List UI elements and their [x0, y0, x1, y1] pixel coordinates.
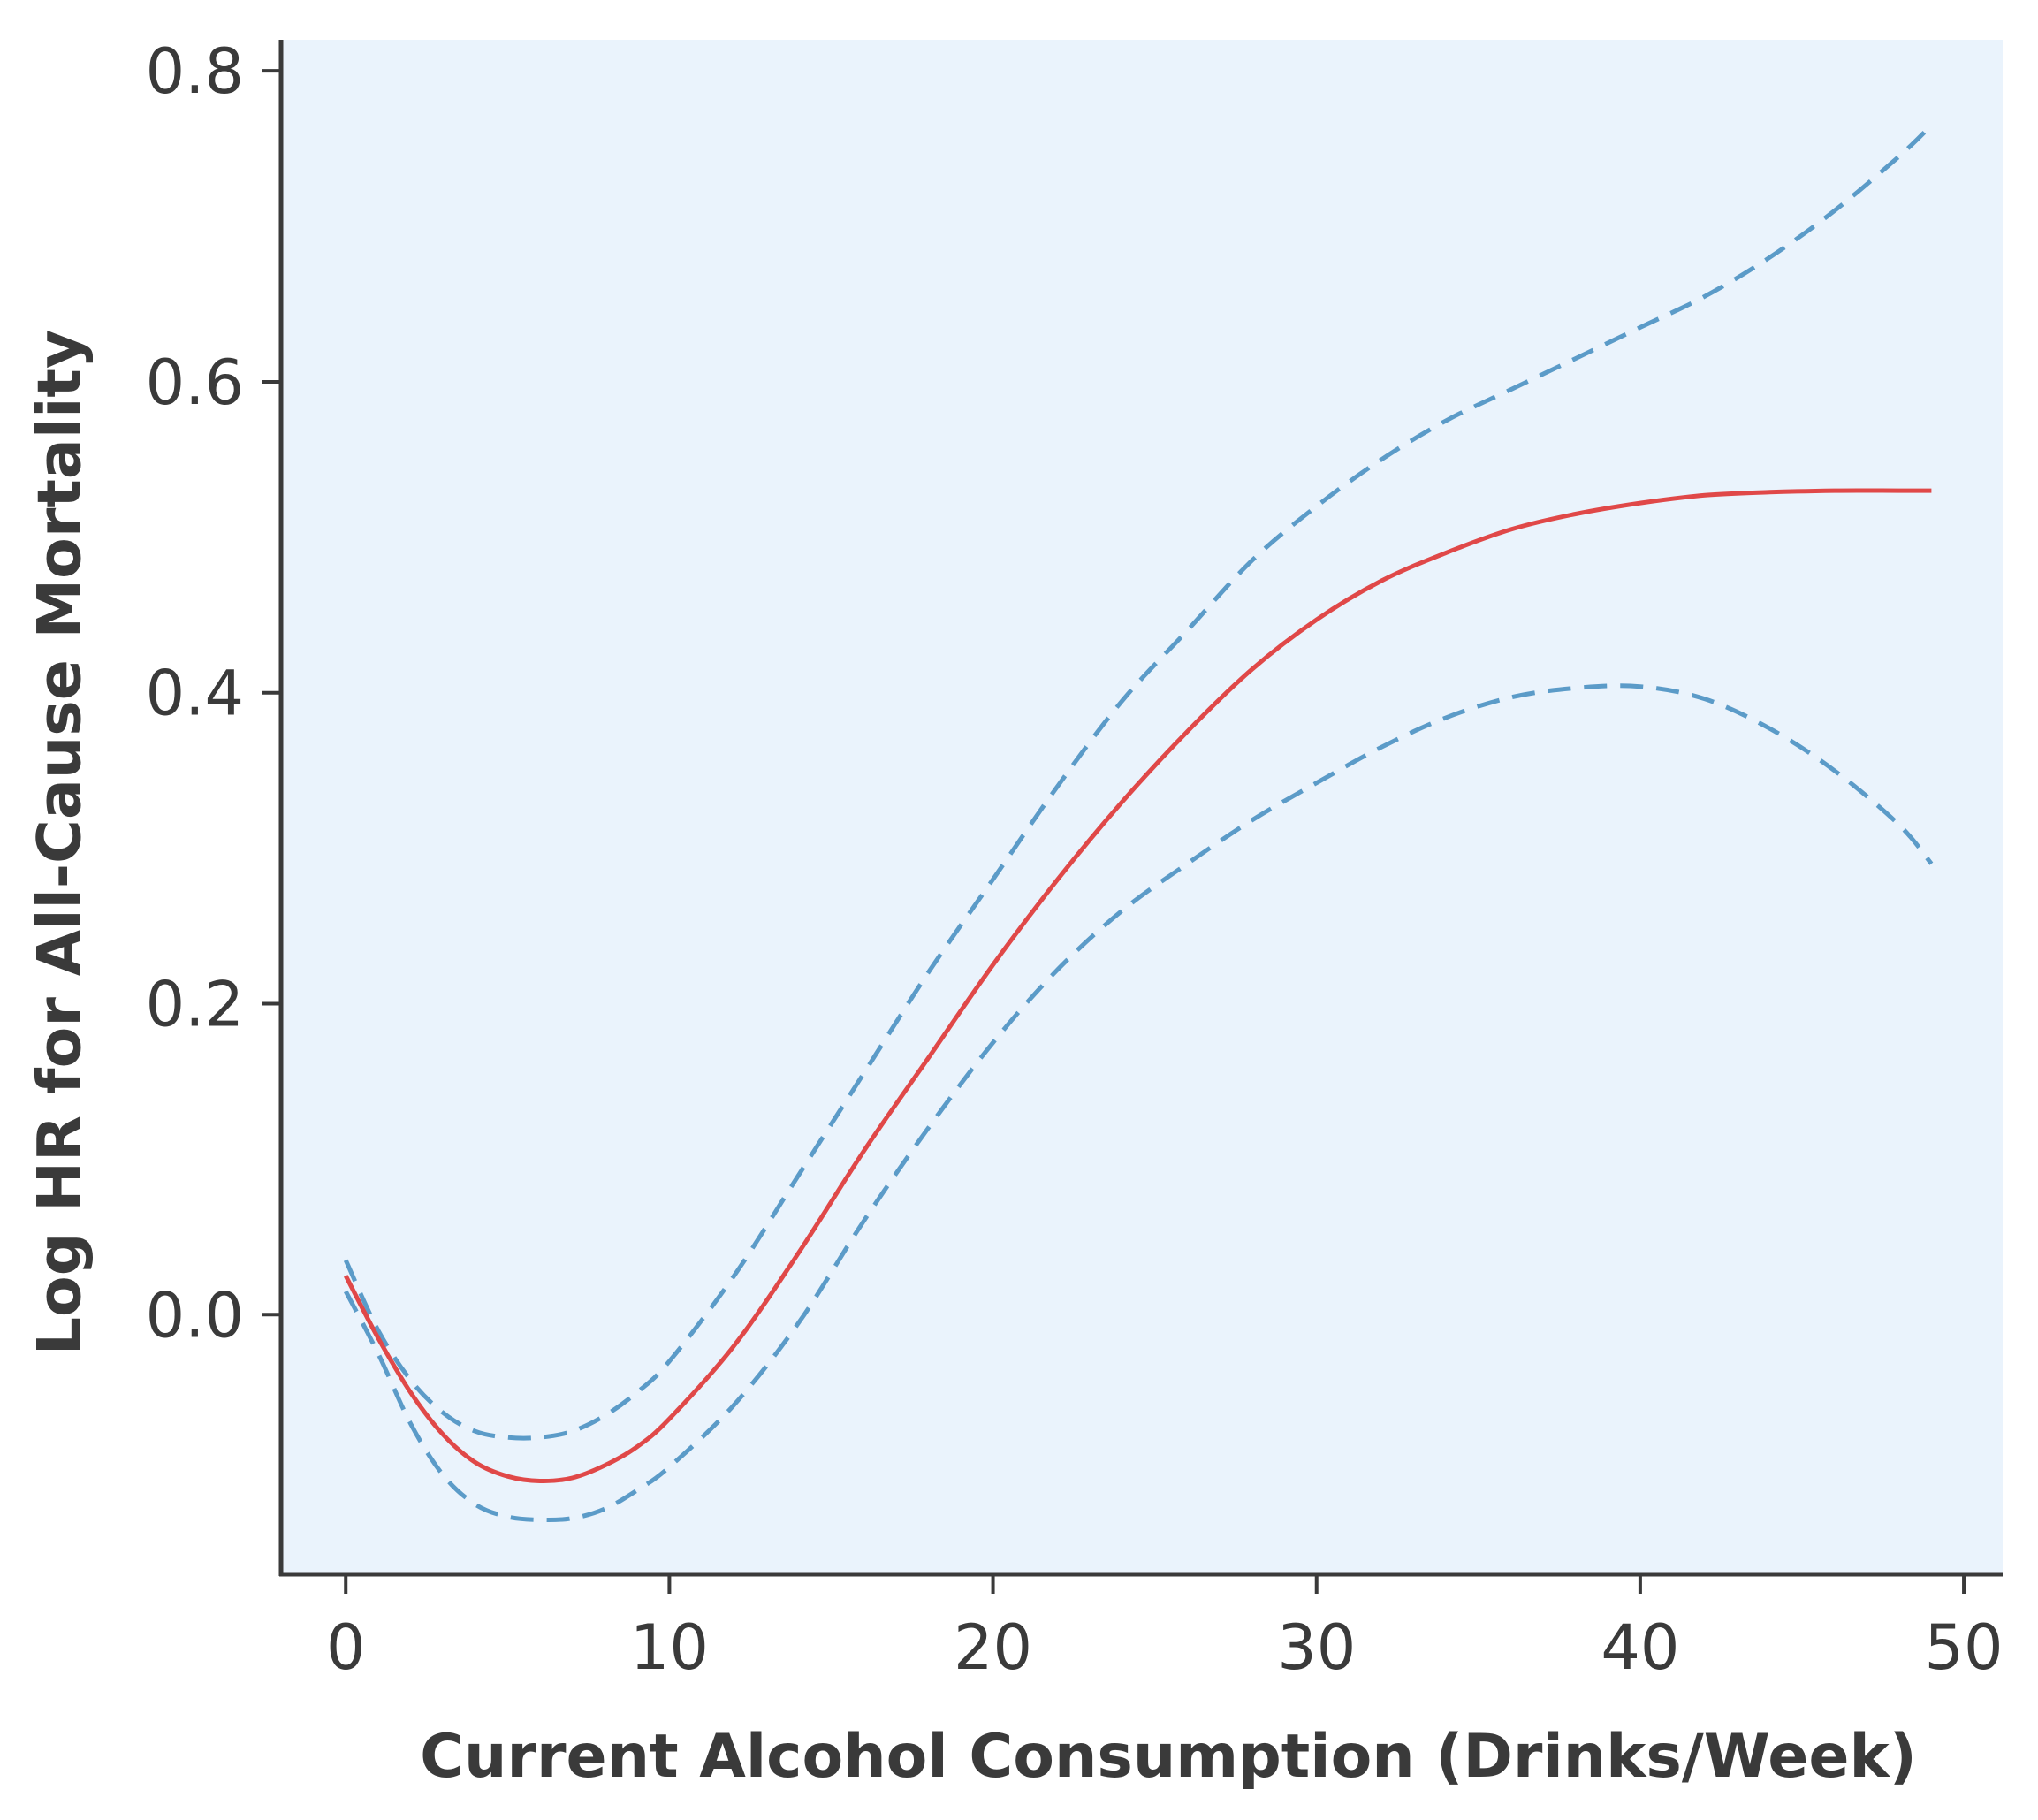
series-estimate-line — [343, 488, 1932, 1484]
y-tick-label: 0.6 — [146, 346, 244, 419]
series-layer — [343, 123, 1934, 1523]
x-tick-label: 10 — [630, 1611, 709, 1684]
x-tick-label: 0 — [326, 1611, 366, 1684]
tick-labels: 0.0 0.2 0.4 0.6 0.8 0 10 20 30 40 50 — [146, 35, 2004, 1684]
series-upper-ci-line — [343, 123, 1934, 1441]
y-tick-label: 0.0 — [146, 1279, 244, 1352]
y-tick-label: 0.2 — [146, 968, 244, 1040]
y-tick-label: 0.4 — [146, 658, 244, 730]
x-tick-label: 40 — [1601, 1611, 1679, 1684]
y-tick-label: 0.8 — [146, 35, 244, 108]
plot-background — [281, 40, 2003, 1574]
y-axis-title: Log HR for All-Cause Mortality — [26, 330, 95, 1356]
axes — [262, 40, 2003, 1594]
series-lower-ci-line — [343, 683, 1934, 1523]
x-tick-label: 30 — [1277, 1611, 1356, 1684]
x-tick-label: 50 — [1925, 1611, 2004, 1684]
x-axis-title: Current Alcohol Consumption (Drinks/Week… — [420, 1722, 1917, 1792]
x-tick-label: 20 — [954, 1611, 1032, 1684]
